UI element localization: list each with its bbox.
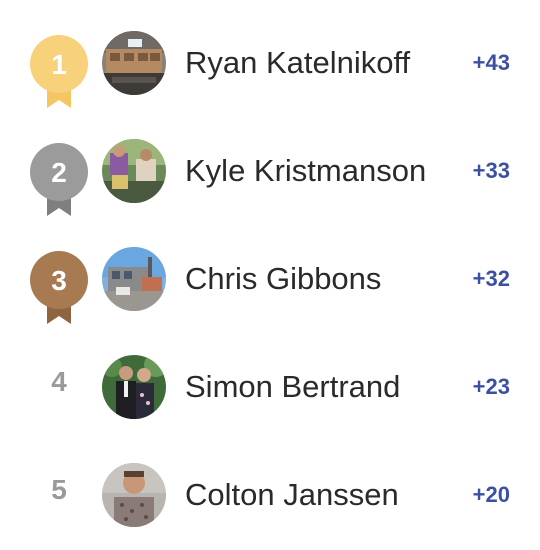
avatar [102, 355, 166, 419]
leaderboard-row[interactable]: 1 Ryan Katelnikoff +43 [0, 0, 540, 108]
player-score: +23 [472, 374, 510, 399]
player-name: Ryan Katelnikoff [185, 45, 411, 80]
gold-medal-icon: 1 [30, 35, 88, 108]
rank-number: 3 [51, 265, 67, 296]
leaderboard-row[interactable]: 3 Chris Gibbons +32 [0, 216, 540, 324]
player-score: +33 [472, 158, 510, 183]
rank-number: 5 [51, 474, 67, 505]
rank-medal-bronze: 3 [27, 238, 91, 324]
rank-number: 2 [51, 157, 67, 188]
avatar-photo [102, 139, 166, 203]
player-name: Chris Gibbons [185, 261, 382, 296]
player-name: Colton Janssen [185, 477, 399, 512]
player-score: +32 [472, 266, 510, 291]
avatar-photo [102, 463, 166, 527]
player-name: Kyle Kristmanson [185, 153, 427, 188]
avatar [102, 463, 166, 527]
rank-medal-gold: 1 [27, 22, 91, 108]
rank-medal-silver: 2 [27, 130, 91, 216]
leaderboard-row[interactable]: 5 Colton Janssen +20 [0, 432, 540, 540]
rank-position: 5 [27, 454, 91, 540]
avatar-photo [102, 355, 166, 419]
silver-medal-icon: 2 [30, 143, 88, 216]
avatar [102, 247, 166, 311]
player-name: Simon Bertrand [185, 369, 401, 404]
avatar-photo [102, 31, 166, 95]
rank-number: 1 [51, 49, 67, 80]
rank-position: 4 [27, 346, 91, 432]
avatar [102, 139, 166, 203]
player-score: +20 [472, 482, 510, 507]
bronze-medal-icon: 3 [30, 251, 88, 324]
avatar [102, 31, 166, 95]
avatar-photo [102, 247, 166, 311]
rank-number: 4 [51, 366, 67, 397]
leaderboard-row[interactable]: 4 Simon Bertrand +23 [0, 324, 540, 432]
leaderboard-row[interactable]: 2 Kyle Kristmanson +33 [0, 108, 540, 216]
player-score: +43 [472, 50, 510, 75]
